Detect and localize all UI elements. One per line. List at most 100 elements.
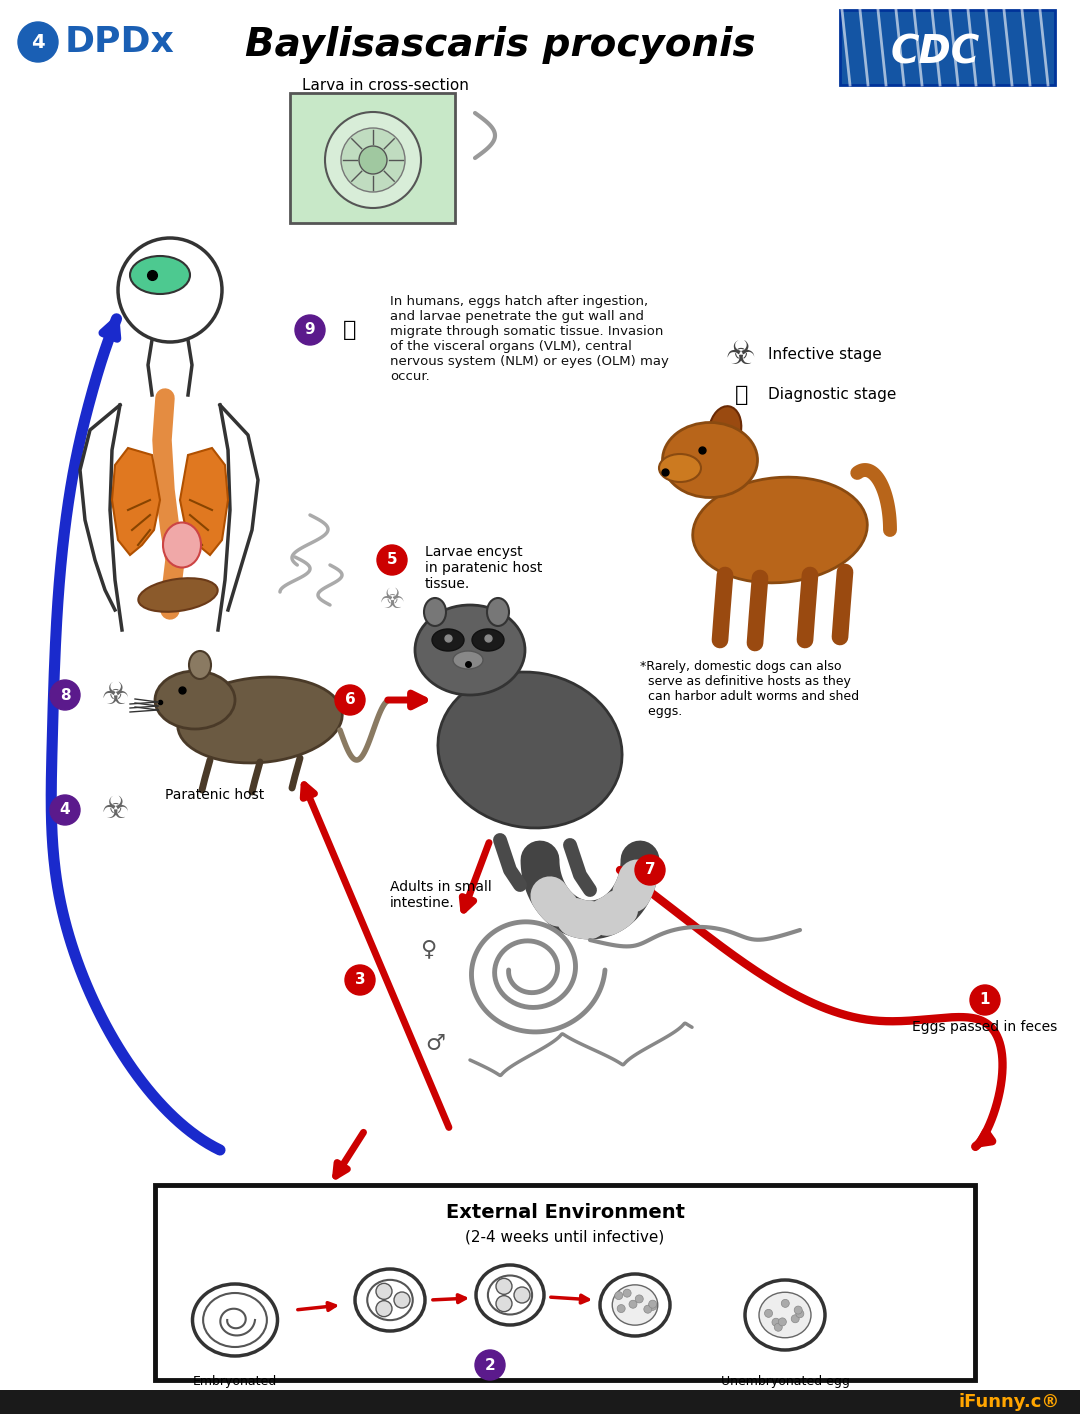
Ellipse shape <box>355 1268 426 1331</box>
Bar <box>291 93 455 223</box>
Circle shape <box>792 1315 799 1322</box>
Text: (2-4 weeks until infective): (2-4 weeks until infective) <box>465 1230 664 1244</box>
Text: Adults in small
intestine.: Adults in small intestine. <box>390 880 491 911</box>
Circle shape <box>635 1295 644 1302</box>
Circle shape <box>341 129 405 192</box>
Ellipse shape <box>692 477 867 583</box>
Circle shape <box>765 1309 772 1318</box>
Ellipse shape <box>708 406 741 454</box>
Circle shape <box>345 964 375 995</box>
Circle shape <box>635 855 665 885</box>
Text: ♂: ♂ <box>426 1034 445 1053</box>
Text: Baylisascaris procyonis: Baylisascaris procyonis <box>245 25 755 64</box>
Circle shape <box>774 1324 782 1331</box>
Circle shape <box>18 23 58 62</box>
Ellipse shape <box>189 650 211 679</box>
Circle shape <box>475 1350 505 1380</box>
Text: Diagnostic stage: Diagnostic stage <box>768 387 896 403</box>
Text: Paratenic host: Paratenic host <box>165 788 265 802</box>
Ellipse shape <box>487 598 509 626</box>
Circle shape <box>615 1291 623 1299</box>
Circle shape <box>50 680 80 710</box>
Text: Embryonated
egg with larva: Embryonated egg with larva <box>190 1374 280 1403</box>
Text: CDC: CDC <box>890 33 980 71</box>
Circle shape <box>794 1307 802 1314</box>
Text: 8: 8 <box>59 687 70 703</box>
Ellipse shape <box>178 677 342 764</box>
Ellipse shape <box>612 1285 658 1325</box>
Circle shape <box>325 112 421 208</box>
Ellipse shape <box>192 1284 278 1356</box>
Circle shape <box>514 1287 530 1302</box>
Text: *Rarely, domestic dogs can also
  serve as definitive hosts as they
  can harbor: *Rarely, domestic dogs can also serve as… <box>640 660 859 718</box>
Circle shape <box>394 1292 410 1308</box>
Circle shape <box>781 1299 789 1308</box>
Circle shape <box>772 1318 780 1326</box>
Circle shape <box>649 1299 657 1308</box>
Polygon shape <box>180 448 228 556</box>
Bar <box>156 1185 975 1380</box>
Text: 🔬: 🔬 <box>735 385 748 404</box>
Ellipse shape <box>415 605 525 696</box>
Text: ☣: ☣ <box>102 796 129 824</box>
Text: Infective stage: Infective stage <box>768 348 881 362</box>
Text: In humans, eggs hatch after ingestion,
and larvae penetrate the gut wall and
mig: In humans, eggs hatch after ingestion, a… <box>390 296 669 383</box>
Ellipse shape <box>432 629 464 650</box>
Text: 5: 5 <box>387 553 397 567</box>
Circle shape <box>629 1301 637 1308</box>
Text: 7: 7 <box>645 863 656 878</box>
Ellipse shape <box>600 1274 670 1336</box>
Ellipse shape <box>759 1292 811 1338</box>
Ellipse shape <box>472 629 504 650</box>
Text: ☣: ☣ <box>379 585 404 614</box>
Circle shape <box>796 1309 804 1318</box>
Text: Larva in cross-section: Larva in cross-section <box>301 78 469 92</box>
Circle shape <box>335 684 365 715</box>
Ellipse shape <box>453 650 483 669</box>
Circle shape <box>359 146 387 174</box>
Text: DPDx: DPDx <box>65 25 175 59</box>
Circle shape <box>779 1318 786 1326</box>
Text: ☣: ☣ <box>725 338 755 372</box>
Ellipse shape <box>156 672 235 730</box>
Ellipse shape <box>662 423 757 498</box>
Circle shape <box>50 795 80 824</box>
Text: 3: 3 <box>354 973 365 987</box>
Text: 4: 4 <box>31 33 44 51</box>
Circle shape <box>496 1295 512 1312</box>
Circle shape <box>295 315 325 345</box>
Text: ♀: ♀ <box>420 939 436 959</box>
Text: ☣: ☣ <box>102 680 129 710</box>
Bar <box>0 1390 1080 1414</box>
Ellipse shape <box>476 1266 544 1325</box>
Circle shape <box>617 1305 625 1312</box>
Ellipse shape <box>138 578 218 612</box>
Text: Unembryonated egg: Unembryonated egg <box>720 1374 850 1389</box>
Text: 🔬: 🔬 <box>343 320 356 339</box>
Text: 2: 2 <box>485 1357 496 1373</box>
Text: iFunny.c®: iFunny.c® <box>959 1393 1059 1411</box>
Ellipse shape <box>424 598 446 626</box>
Text: 4: 4 <box>59 803 70 817</box>
Text: 1: 1 <box>980 993 990 1008</box>
Circle shape <box>649 1302 657 1311</box>
Polygon shape <box>112 448 160 556</box>
Ellipse shape <box>659 454 701 482</box>
Circle shape <box>376 1284 392 1299</box>
Ellipse shape <box>437 672 622 829</box>
Text: Eggs passed in feces: Eggs passed in feces <box>913 1019 1057 1034</box>
Text: 9: 9 <box>305 322 315 338</box>
Ellipse shape <box>130 256 190 294</box>
Text: External Environment: External Environment <box>446 1203 685 1223</box>
Circle shape <box>644 1305 652 1314</box>
Circle shape <box>970 986 1000 1015</box>
Bar <box>840 10 1055 85</box>
Ellipse shape <box>745 1280 825 1350</box>
Text: Larvae encyst
in paratenic host
tissue.: Larvae encyst in paratenic host tissue. <box>426 544 542 591</box>
Circle shape <box>377 544 407 575</box>
Circle shape <box>623 1290 631 1297</box>
Circle shape <box>376 1301 392 1316</box>
Text: 6: 6 <box>345 693 355 707</box>
Circle shape <box>496 1278 512 1294</box>
Ellipse shape <box>163 523 201 567</box>
